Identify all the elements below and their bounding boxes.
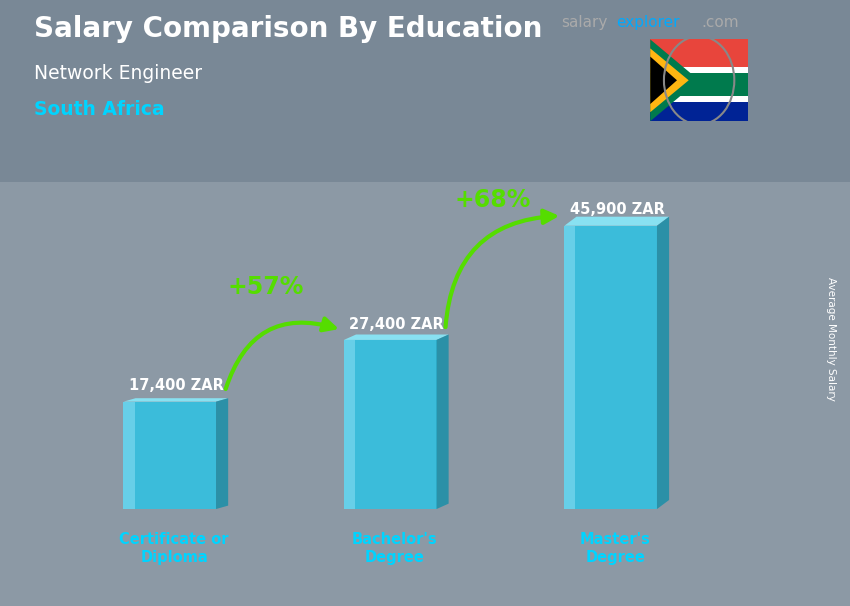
- Bar: [564, 225, 657, 509]
- Bar: [650, 96, 748, 102]
- Bar: [0, 0, 850, 182]
- Polygon shape: [657, 217, 669, 509]
- Bar: [564, 225, 575, 509]
- Polygon shape: [650, 39, 699, 121]
- Text: +68%: +68%: [455, 187, 531, 211]
- Bar: [123, 402, 216, 509]
- Bar: [123, 402, 134, 509]
- Bar: [344, 340, 355, 509]
- Bar: [650, 39, 748, 67]
- Polygon shape: [216, 398, 228, 509]
- Text: salary: salary: [561, 15, 608, 30]
- Polygon shape: [564, 217, 669, 225]
- Text: .com: .com: [701, 15, 739, 30]
- Polygon shape: [123, 398, 228, 402]
- Polygon shape: [344, 335, 449, 340]
- Text: South Africa: South Africa: [34, 100, 165, 119]
- Text: Master's
Degree: Master's Degree: [580, 532, 650, 565]
- Polygon shape: [437, 335, 449, 509]
- Text: +57%: +57%: [228, 276, 303, 299]
- Text: Certificate or
Diploma: Certificate or Diploma: [119, 532, 229, 565]
- Text: Average Monthly Salary: Average Monthly Salary: [826, 278, 836, 401]
- Text: Salary Comparison By Education: Salary Comparison By Education: [34, 15, 542, 43]
- Polygon shape: [650, 48, 688, 112]
- Bar: [344, 340, 437, 509]
- Bar: [650, 102, 748, 121]
- Text: Bachelor's
Degree: Bachelor's Degree: [352, 532, 438, 565]
- Bar: [650, 73, 748, 96]
- Text: explorer: explorer: [616, 15, 680, 30]
- Text: 45,900 ZAR: 45,900 ZAR: [570, 202, 665, 218]
- Text: 17,400 ZAR: 17,400 ZAR: [129, 378, 224, 393]
- Text: 27,400 ZAR: 27,400 ZAR: [349, 316, 445, 331]
- Bar: [650, 67, 748, 73]
- Polygon shape: [650, 56, 677, 104]
- Text: Network Engineer: Network Engineer: [34, 64, 202, 82]
